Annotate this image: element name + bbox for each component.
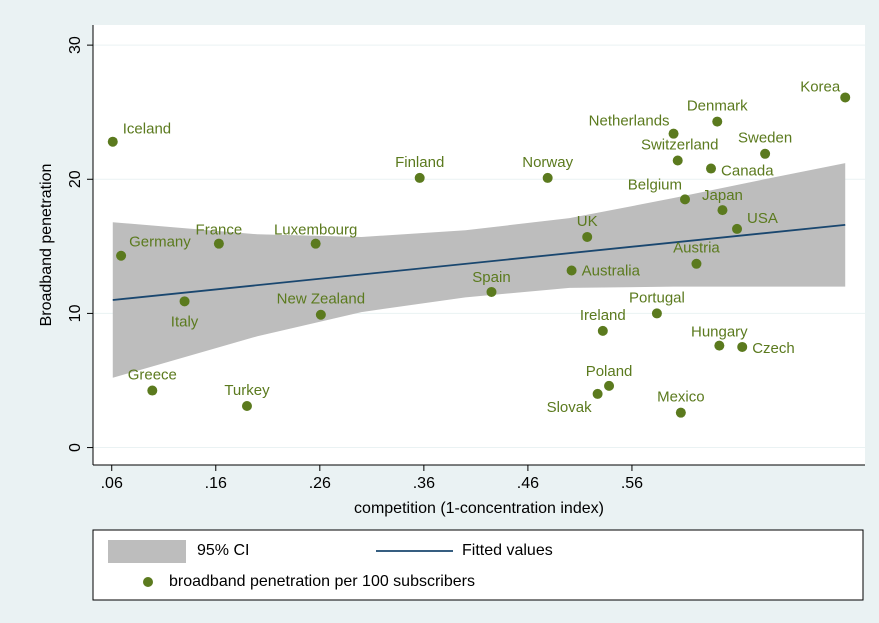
point — [737, 341, 748, 352]
legend-label: Fitted values — [462, 542, 553, 559]
point — [310, 238, 321, 249]
point — [107, 136, 118, 147]
y-tick-label: 10 — [67, 304, 84, 322]
ci-band — [112, 163, 846, 378]
y-axis-title: Broadband penetration — [38, 164, 55, 327]
point-label: UK — [577, 213, 598, 230]
point — [714, 340, 725, 351]
point — [651, 308, 662, 319]
x-tick-label: .46 — [517, 475, 539, 492]
point-label: Germany — [129, 234, 191, 251]
point — [582, 231, 593, 242]
point — [675, 407, 686, 418]
legend-label: broadband penetration per 100 subscriber… — [169, 573, 475, 590]
point-label: Belgium — [628, 176, 682, 193]
point-label: Turkey — [224, 382, 270, 399]
y-tick-label: 20 — [67, 170, 84, 188]
point — [691, 258, 702, 269]
x-tick-label: .06 — [101, 475, 123, 492]
x-tick-label: .26 — [309, 475, 331, 492]
point — [706, 163, 717, 174]
point-label: Luxembourg — [274, 222, 357, 239]
fitted-line — [112, 223, 846, 301]
point — [840, 92, 851, 103]
point — [147, 385, 158, 396]
point-label: Spain — [472, 269, 510, 286]
point — [732, 223, 743, 234]
point — [315, 309, 326, 320]
point — [592, 388, 603, 399]
legend-box — [92, 529, 864, 601]
point — [680, 194, 691, 205]
x-tick-label: .56 — [621, 475, 643, 492]
point — [712, 116, 723, 127]
point-label: Slovak — [547, 399, 593, 416]
point-label: Korea — [800, 78, 841, 95]
point-label: Iceland — [123, 121, 171, 138]
y-tick-label: 30 — [67, 36, 84, 54]
point-label: Japan — [702, 187, 743, 204]
point-label: Australia — [582, 262, 641, 279]
point-label: Poland — [586, 363, 633, 380]
x-axis-title: competition (1-concentration index) — [354, 500, 604, 517]
point-label: USA — [747, 210, 778, 227]
x-tick-label: .36 — [413, 475, 435, 492]
point — [414, 172, 425, 183]
y-tick-label: 0 — [67, 443, 84, 452]
point — [672, 155, 683, 166]
point-label: Norway — [522, 154, 573, 171]
point — [760, 148, 771, 159]
point-label: New Zealand — [277, 291, 365, 308]
point-label: Switzerland — [641, 136, 719, 153]
point — [486, 286, 497, 297]
point-label: Ireland — [580, 307, 626, 324]
point-label: Italy — [171, 313, 199, 330]
point — [597, 325, 608, 336]
legend-swatch — [108, 540, 186, 563]
point-label: Austria — [673, 240, 720, 257]
point-label: Mexico — [657, 389, 705, 406]
point-label: Portugal — [629, 289, 685, 306]
point — [566, 265, 577, 276]
point — [116, 250, 127, 261]
point-label: France — [196, 222, 243, 239]
point-label: Canada — [721, 163, 774, 180]
point — [668, 128, 679, 139]
point — [241, 400, 252, 411]
point-label: Hungary — [691, 324, 748, 341]
point — [717, 205, 728, 216]
point — [542, 172, 553, 183]
x-tick-label: .16 — [205, 475, 227, 492]
legend-label: 95% CI — [197, 542, 249, 559]
point-label: Denmark — [687, 98, 748, 115]
point — [604, 380, 615, 391]
point — [213, 238, 224, 249]
point — [179, 296, 190, 307]
point-label: Czech — [752, 340, 795, 357]
point-label: Finland — [395, 154, 444, 171]
point-label: Greece — [128, 367, 177, 384]
legend-swatch — [143, 577, 153, 587]
point-label: Netherlands — [589, 113, 670, 130]
point-label: Sweden — [738, 130, 792, 147]
